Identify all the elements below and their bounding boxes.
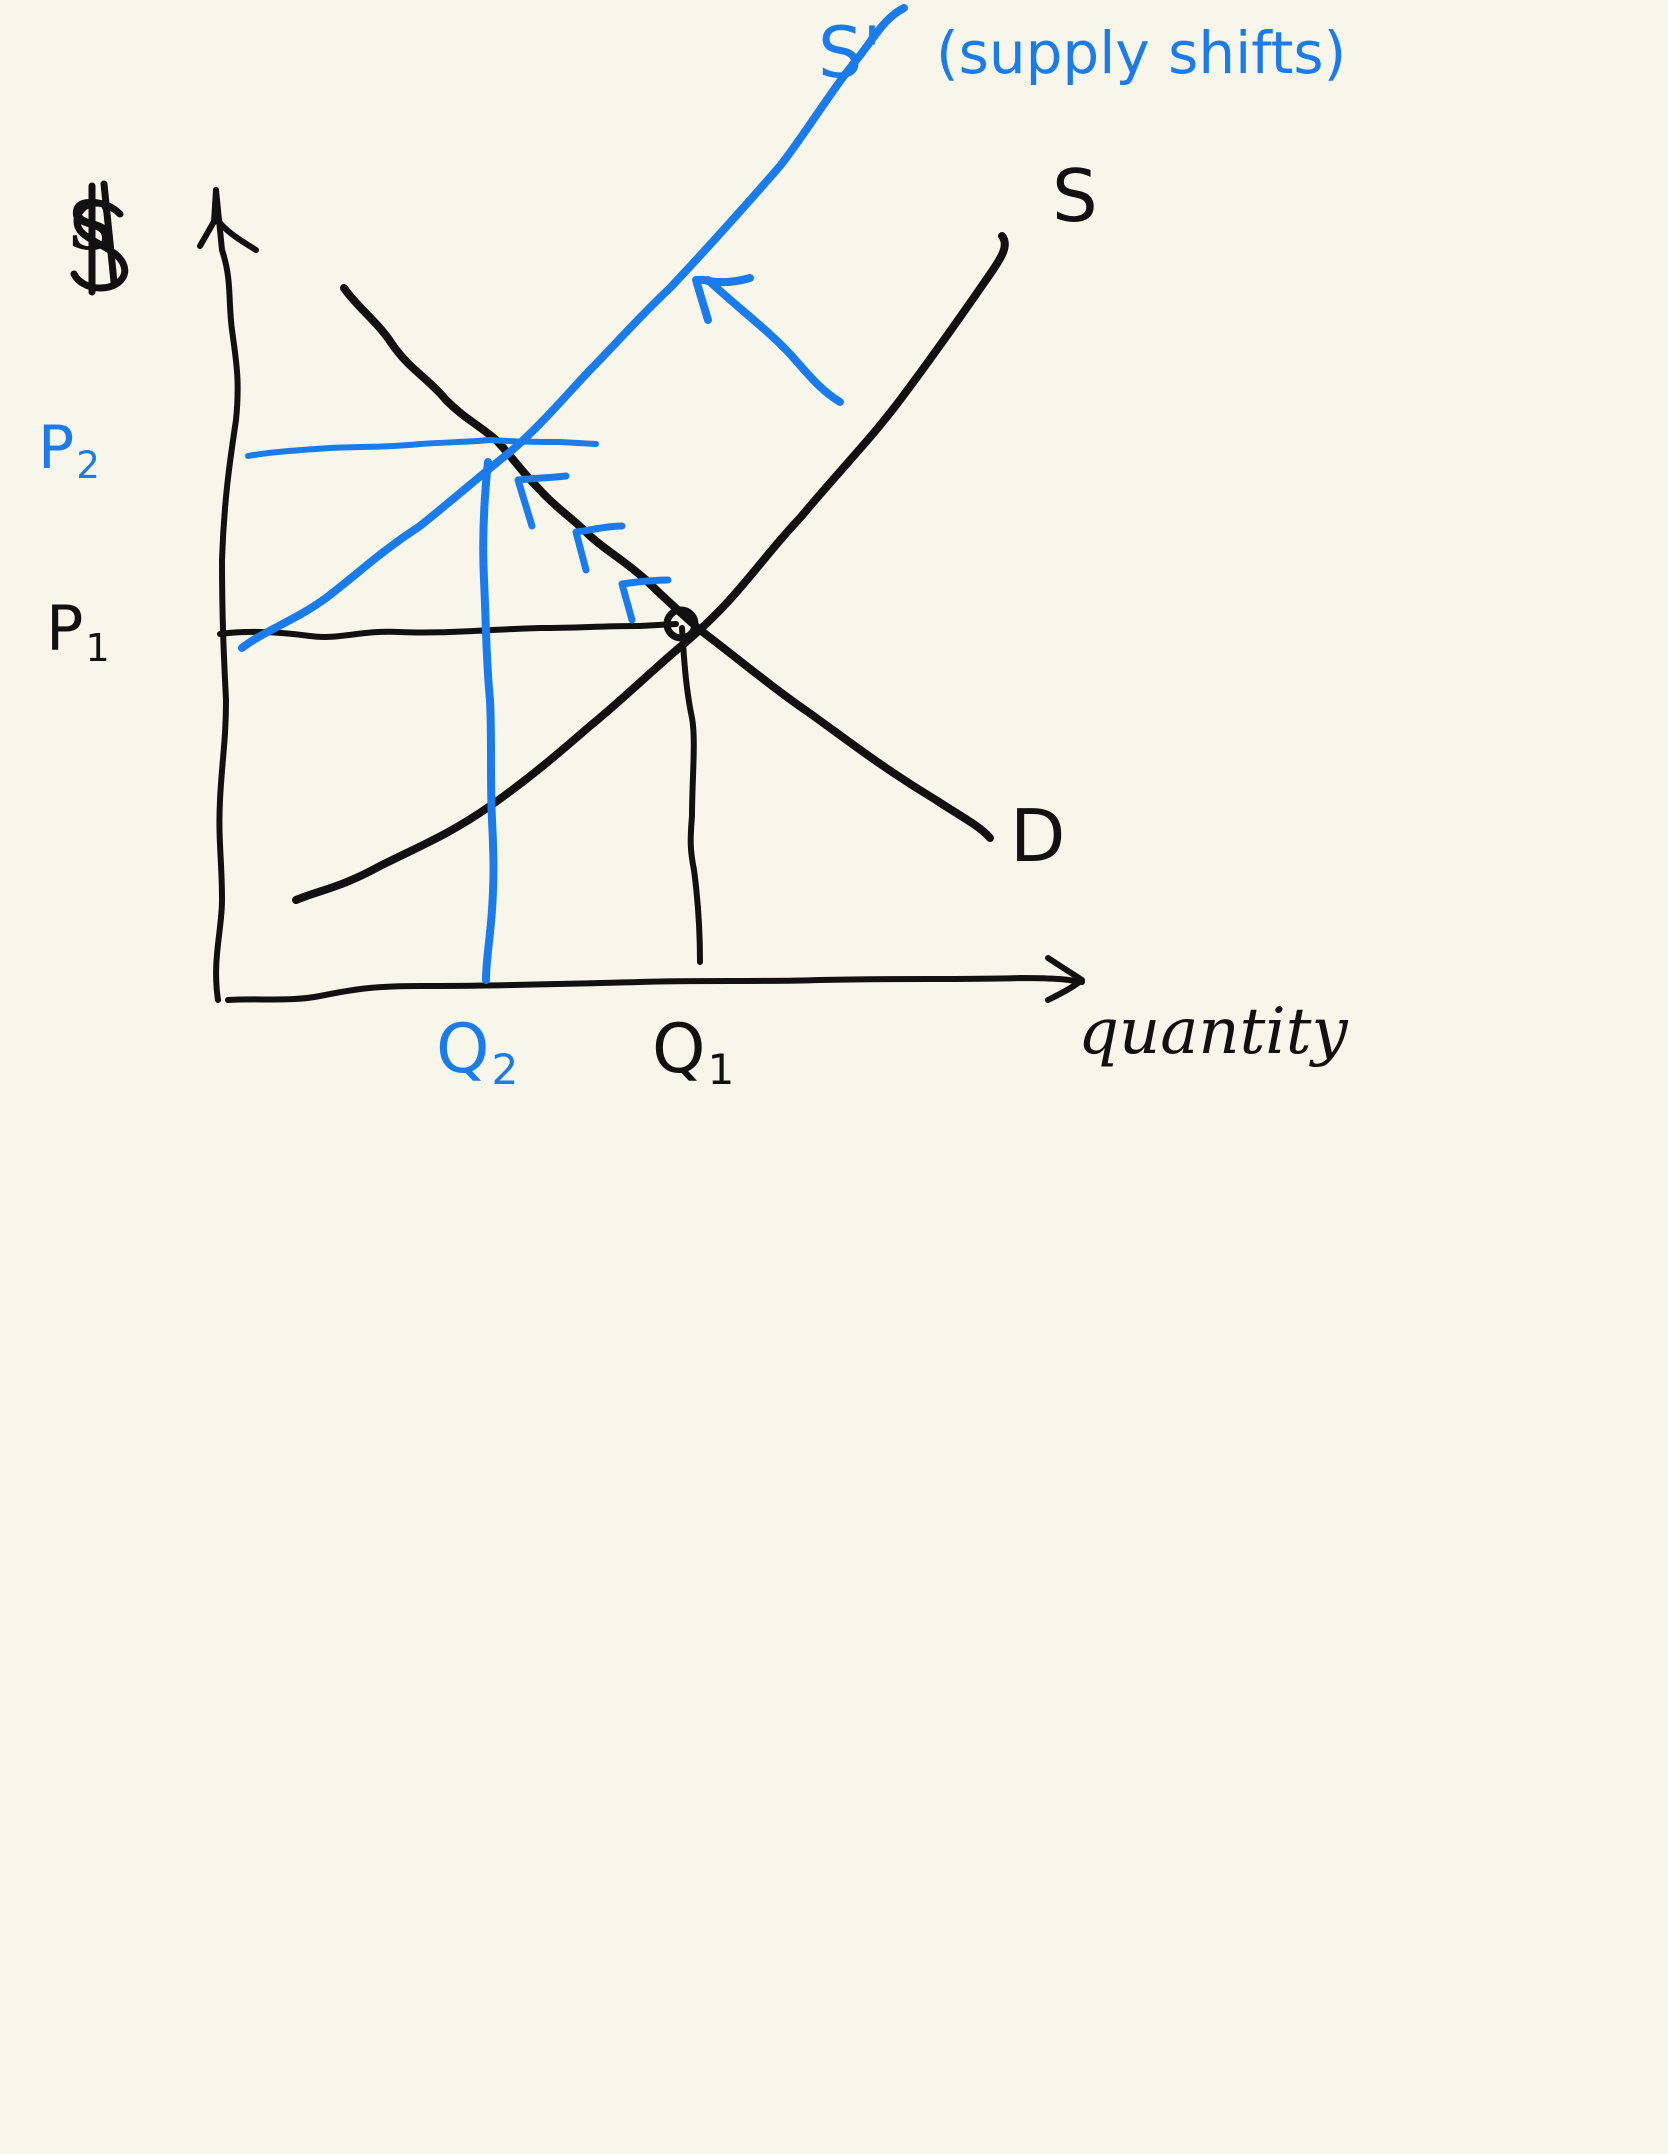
supply-curve-shifted-label: S' [818,12,882,94]
q1-label: Q1 [652,1016,734,1091]
p2-subscript: 2 [76,443,100,488]
q1-letter: Q [652,1010,706,1089]
price-axis [211,187,241,1003]
demand-curve-label: D [1010,794,1066,878]
p1-guide-line [217,621,679,640]
supply-shift-note: (supply shifts) [936,19,1347,87]
p2-letter: P [38,413,75,483]
supply-shift-arrowhead [692,274,754,324]
supply-curve-original [292,232,1009,904]
dollar-icon [70,180,129,296]
p1-letter: P [46,592,84,665]
q2-letter: Q [436,1010,490,1089]
p1-label: P1 [46,598,110,668]
demand-movement-tick-3 [618,576,672,624]
q1-subscript: 1 [707,1044,735,1094]
demand-movement-tick-2 [572,522,626,574]
q2-subscript: 2 [491,1044,519,1094]
p1-subscript: 1 [85,625,110,671]
supply-curve-original-label: S [1052,154,1098,238]
quantity-axis [225,975,1085,1003]
p2-label: P2 [38,418,100,484]
supply-shift-arrow [704,276,844,406]
p2-guide-line [245,437,599,459]
price-axis-arrowhead [197,215,259,253]
quantity-axis-arrowhead [1045,955,1085,1003]
supply-curve-shifted [238,4,908,652]
quantity-axis-label: quantity [1078,995,1348,1069]
q1-guide-line [679,625,703,965]
demand-movement-tick-1 [514,472,570,530]
q2-label: Q2 [436,1016,518,1091]
q2-guide-line [479,458,498,984]
price-axis-label: $ [66,175,117,268]
demand-curve [340,284,994,842]
